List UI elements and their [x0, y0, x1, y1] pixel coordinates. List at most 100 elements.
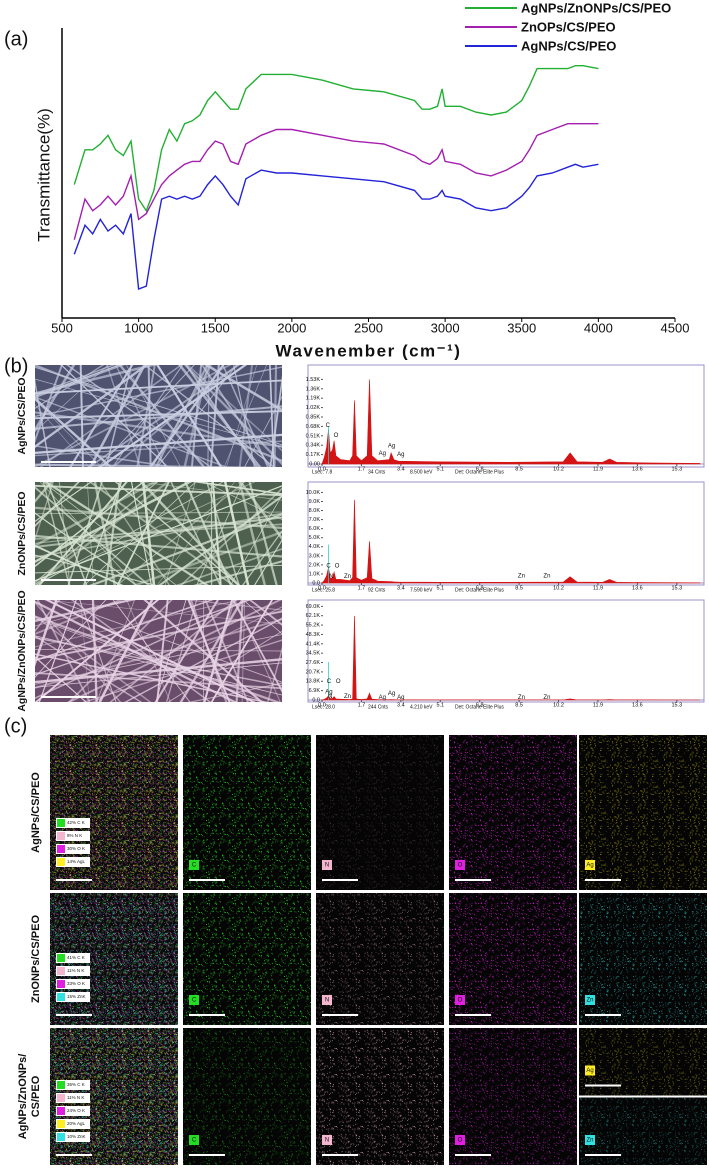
x-tick-label: 13.6 [632, 702, 643, 708]
y-tick-label: 69.0K [306, 604, 321, 610]
legend-box [56, 1080, 90, 1090]
row-label: ZnONPs/CS/PEO [30, 915, 42, 1003]
peak-label: Ag [397, 452, 404, 458]
scale-bar [455, 879, 491, 881]
fiber [116, 482, 246, 585]
spectrum-footer: 244 Cnts [368, 704, 389, 710]
scale-bar [585, 1014, 621, 1016]
fiber [35, 600, 58, 667]
scale-bar-label: 5 um [589, 881, 599, 886]
y-tick-label: 0.85K [306, 414, 321, 420]
fiber [154, 365, 209, 467]
y-tick-label: 0.34K [306, 443, 321, 449]
fiber [170, 482, 221, 585]
fiber [35, 365, 76, 433]
element-label: N [325, 1138, 329, 1144]
fiber [35, 600, 238, 702]
legend-box [56, 844, 90, 854]
x-tick-label: 6.8 [476, 585, 484, 591]
series-line [73, 123, 599, 240]
x-tick-label: 15.3 [671, 466, 682, 472]
fiber [151, 365, 212, 467]
y-tick-label: 6.9K [309, 688, 321, 694]
peak-label: O [336, 679, 341, 685]
x-tick-label: 8.5 [515, 702, 523, 708]
y-tick-label: 0.0 [312, 697, 320, 703]
map-overlay [183, 893, 311, 1025]
fiber [35, 396, 229, 467]
x-tick-label: 15.3 [671, 585, 682, 591]
legend-swatch [57, 819, 65, 827]
x-tick-label: 5.1 [436, 585, 444, 591]
fiber [35, 482, 145, 568]
x-tick-label: 13.6 [632, 466, 643, 472]
fiber [35, 410, 282, 420]
fiber [91, 606, 282, 702]
fiber [239, 482, 282, 541]
scale-bar [455, 1014, 491, 1016]
x-tick-label: 6.8 [476, 466, 484, 472]
x-tick-label: 10.2 [553, 585, 564, 591]
fiber [184, 482, 232, 585]
scale-bar-label: 5 um [193, 881, 203, 886]
scale-bar-label: 5 um [459, 1016, 469, 1021]
peak-label: O [334, 433, 339, 439]
fiber [105, 365, 133, 467]
fiber [35, 397, 113, 467]
x-tick-label: 13.6 [632, 585, 643, 591]
series-line [73, 65, 599, 213]
peak-label: Zn [344, 574, 351, 580]
element-label: O [458, 998, 463, 1004]
peak-label: N [329, 574, 333, 580]
row-label: CS/PEO [30, 1075, 42, 1117]
scale-bar [585, 1084, 621, 1087]
x-tick-label: 0.0 [318, 466, 326, 472]
element-label: O [458, 1138, 463, 1144]
y-tick-label: 7.0K [309, 517, 321, 523]
fiber [164, 482, 196, 585]
fiber [35, 484, 282, 497]
scale-bar [585, 879, 621, 881]
fiber [35, 662, 282, 688]
fiber [88, 365, 146, 467]
fiber [35, 511, 282, 515]
fiber [70, 600, 212, 702]
y-tick-label: 2.0K [309, 562, 321, 568]
y-tick-label: 34.5K [306, 651, 321, 657]
fiber [196, 482, 244, 585]
peak-label: Zn [543, 573, 550, 579]
fiber [234, 600, 281, 702]
fiber [35, 600, 131, 627]
element-chip [189, 1135, 199, 1145]
legend-box [56, 857, 90, 867]
fiber [87, 365, 241, 467]
fiber [35, 405, 282, 430]
fiber [58, 482, 71, 585]
fiber [35, 516, 282, 544]
legend-swatch [57, 954, 65, 962]
fiber [35, 600, 123, 635]
fiber [192, 482, 282, 495]
scale-bar [322, 1154, 358, 1156]
y-tick-label: 9.0K [309, 499, 321, 505]
fiber [248, 482, 278, 585]
spectrum-footer: Det: Octane Elite Plus [455, 469, 504, 475]
scale-bar-label: 5 um [589, 1016, 599, 1021]
element-chip [455, 1135, 465, 1145]
fiber [98, 365, 248, 467]
legend-label: 14% AgL [67, 859, 86, 864]
element-chip [322, 995, 332, 1005]
x-tick-label: 2000 [277, 320, 306, 335]
fiber [189, 600, 228, 702]
element-chip [189, 860, 199, 870]
fiber [35, 600, 61, 633]
map-overlay [183, 1028, 311, 1165]
scale-bar [585, 1154, 621, 1156]
legend-label: 35% C K [67, 1082, 85, 1087]
scale-bar [41, 461, 96, 463]
map-overlay [316, 893, 444, 1025]
legend-swatch [57, 967, 65, 975]
fiber [158, 494, 282, 585]
scale-bar-label: 5 um [326, 881, 336, 886]
spectrum-footer: 8.500 keV [410, 469, 433, 475]
